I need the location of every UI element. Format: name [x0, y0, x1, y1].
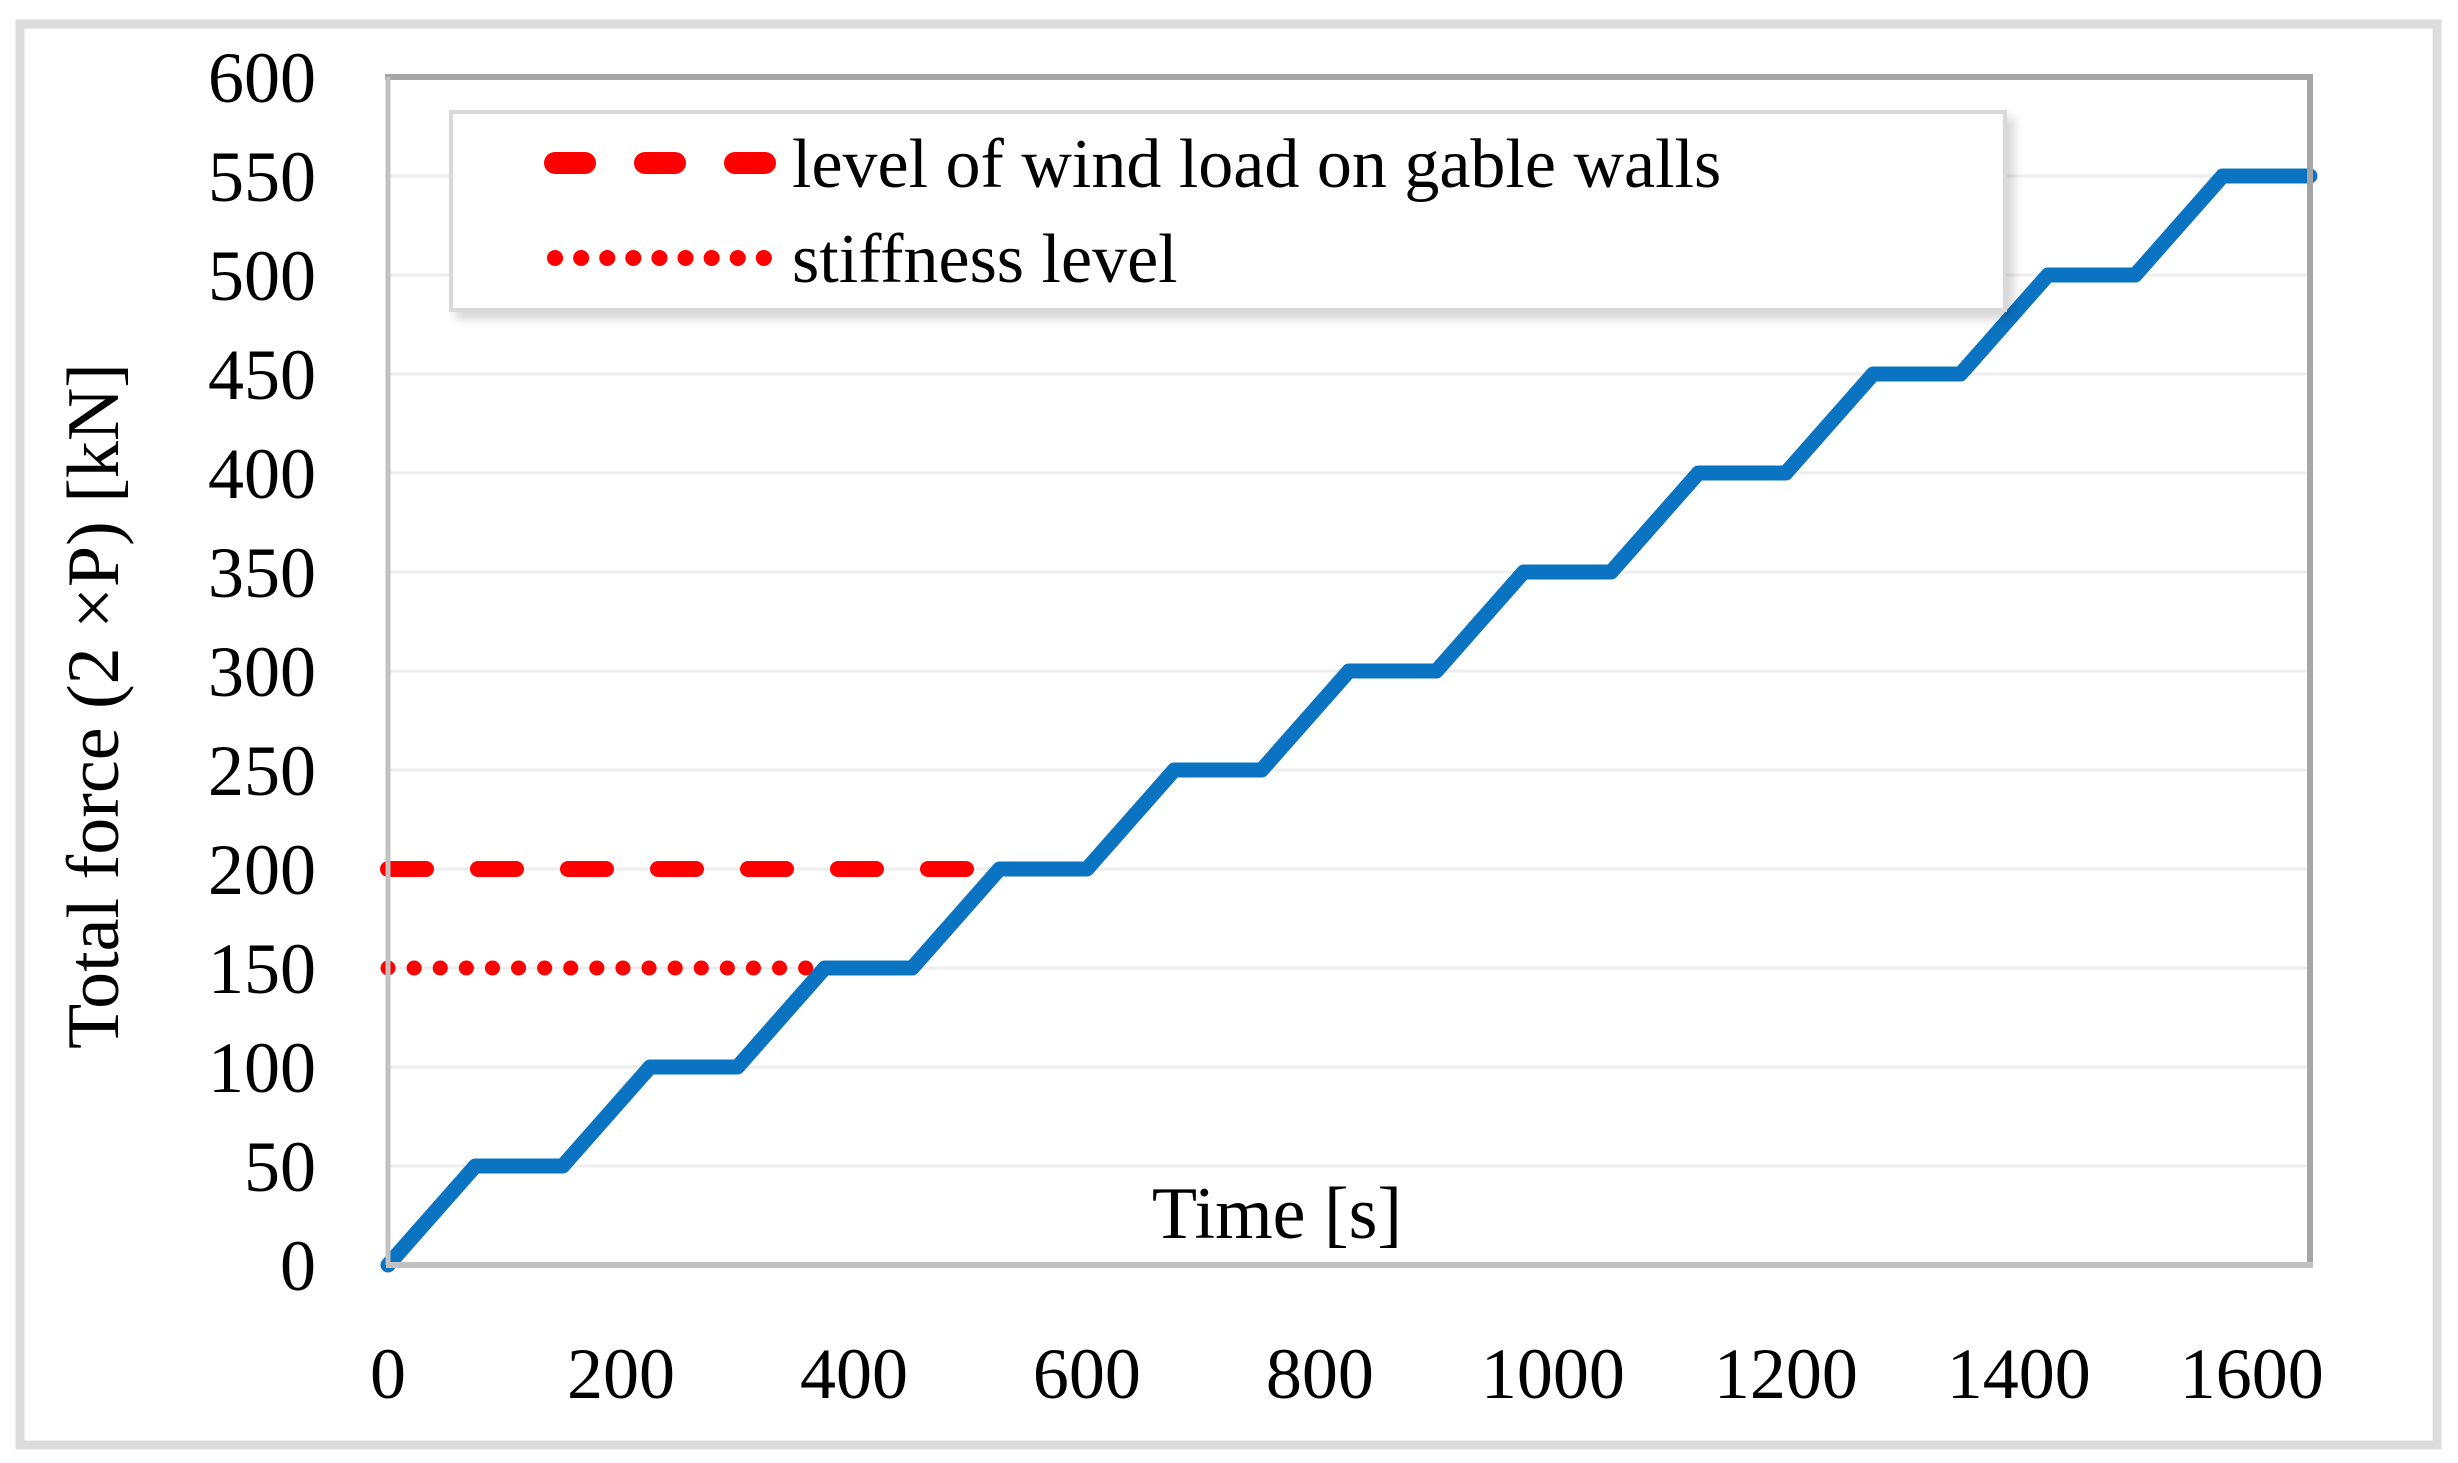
legend-label-wind-load-level: level of wind load on gable walls	[792, 126, 1721, 203]
data-series	[380, 168, 2318, 1273]
y-tick-label: 250	[208, 731, 316, 811]
y-tick-label: 300	[208, 632, 316, 712]
y-tick-label: 150	[208, 929, 316, 1009]
legend-label-stiffness-level: stiffness level	[792, 221, 1178, 298]
legend-box	[449, 110, 2007, 312]
y-tick-label: 400	[208, 434, 316, 514]
y-tick-label: 450	[208, 335, 316, 415]
x-tick-labels: 0 200 400 600 800 1000 1200 1400 1600	[370, 1334, 2324, 1414]
x-tick-label: 600	[1033, 1334, 1141, 1414]
axis-titles: Time [s] Total force (2 ×P) [kN]	[53, 363, 1402, 1255]
x-tick-label: 0	[370, 1334, 406, 1414]
x-tick-label: 1400	[1947, 1334, 2091, 1414]
y-axis-title: Total force (2 ×P) [kN]	[53, 363, 135, 1049]
x-tick-label: 400	[800, 1334, 908, 1414]
y-tick-label: 600	[208, 38, 316, 118]
x-tick-label: 1200	[1714, 1334, 1858, 1414]
y-tick-label: 550	[208, 137, 316, 217]
x-tick-label: 1000	[1481, 1334, 1625, 1414]
y-tick-label: 50	[244, 1127, 316, 1207]
x-tick-label: 200	[567, 1334, 675, 1414]
x-tick-label: 800	[1266, 1334, 1374, 1414]
x-tick-label: 1600	[2180, 1334, 2324, 1414]
y-tick-label: 350	[208, 533, 316, 613]
total-force-line	[380, 168, 2318, 1273]
y-tick-label: 100	[208, 1028, 316, 1108]
x-axis-title: Time [s]	[1152, 1173, 1402, 1255]
legend: level of wind load on gable walls stiffne…	[449, 110, 2007, 312]
y-tick-label: 200	[208, 830, 316, 910]
y-tick-label: 0	[280, 1226, 316, 1306]
plot-border	[385, 74, 2313, 1268]
y-tick-labels: 0 50 100 150 200 250 300 350 400 450 500 550 600	[208, 38, 316, 1306]
y-tick-label: 500	[208, 236, 316, 316]
